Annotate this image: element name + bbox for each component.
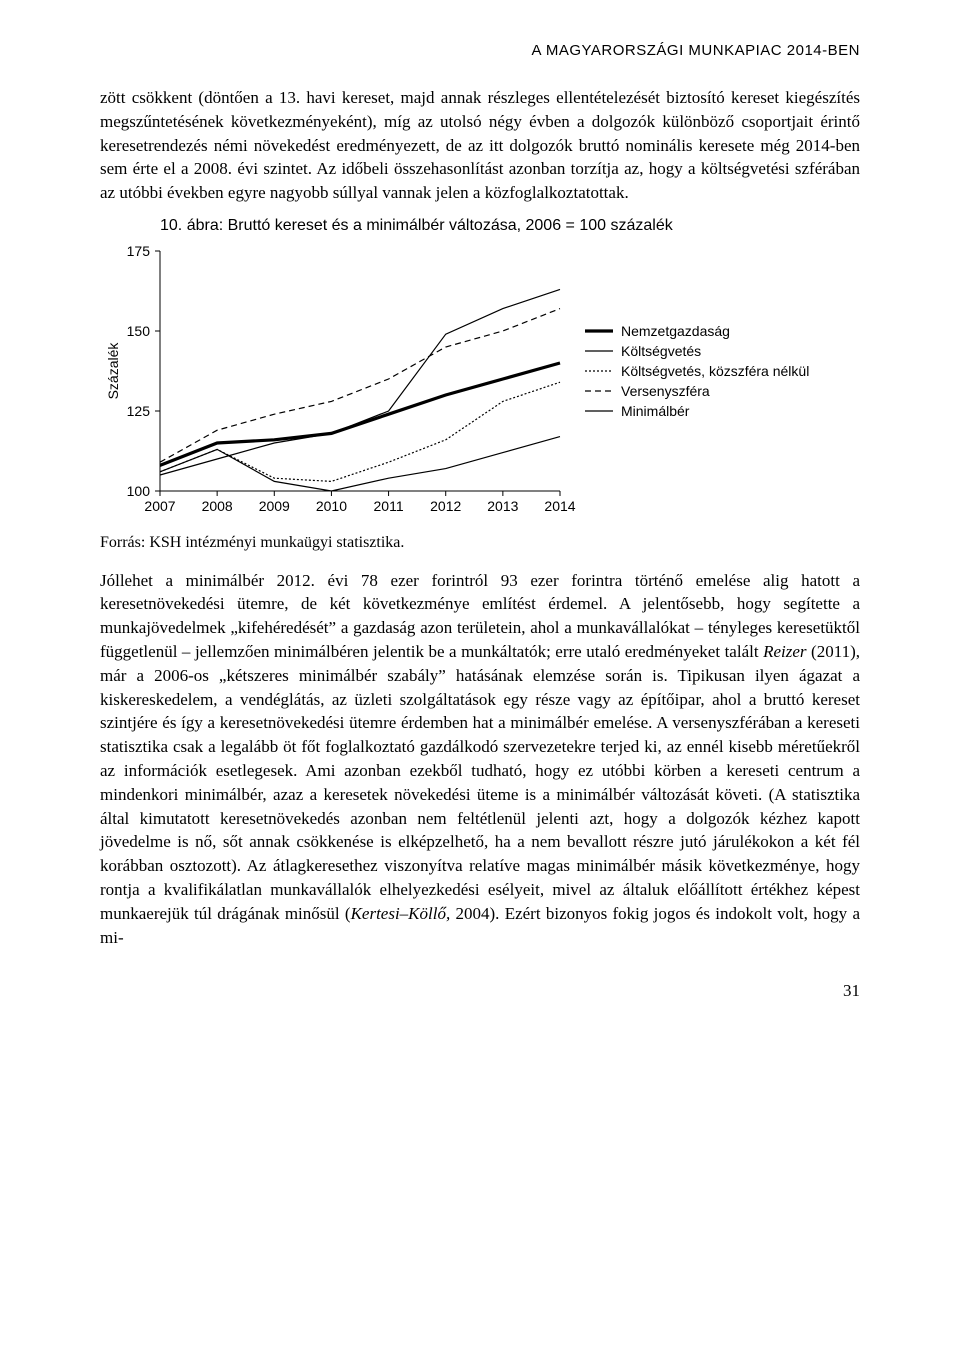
- para2-ref2: Kertesi–Köllő,: [351, 904, 451, 923]
- figure-title: 10. ábra: Bruttó kereset és a minimálbér…: [160, 215, 860, 237]
- svg-text:100: 100: [127, 483, 151, 499]
- svg-text:2012: 2012: [430, 498, 461, 514]
- paragraph-1: zött csökkent (döntően a 13. havi kerese…: [100, 86, 860, 205]
- svg-text:Költségvetés: Költségvetés: [621, 343, 701, 359]
- svg-text:150: 150: [127, 323, 151, 339]
- paragraph-2: Jóllehet a minimálbér 2012. évi 78 ezer …: [100, 569, 860, 950]
- svg-text:Költségvetés, közszféra nélkül: Költségvetés, közszféra nélkül: [621, 363, 809, 379]
- running-header: A MAGYARORSZÁGI MUNKAPIAC 2014-BEN: [100, 40, 860, 61]
- svg-text:2007: 2007: [144, 498, 175, 514]
- svg-text:125: 125: [127, 403, 151, 419]
- svg-text:2011: 2011: [374, 498, 404, 514]
- figure-source: Forrás: KSH intézményi munkaügyi statisz…: [100, 532, 860, 554]
- figure-chart: 100 125 150 175 Százalék 2007 2008 2009 2010 2011…: [100, 241, 860, 528]
- svg-text:2014: 2014: [544, 498, 575, 514]
- svg-text:Minimálbér: Minimálbér: [621, 403, 690, 419]
- para2-part-a: Jóllehet a minimálbér 2012. évi 78 ezer …: [100, 571, 860, 661]
- page-number: 31: [100, 979, 860, 1003]
- svg-text:2010: 2010: [316, 498, 347, 514]
- svg-text:Százalék: Százalék: [105, 342, 121, 400]
- para2-ref1: Reizer: [763, 642, 806, 661]
- svg-text:2008: 2008: [202, 498, 233, 514]
- svg-text:2013: 2013: [487, 498, 518, 514]
- svg-text:175: 175: [127, 243, 151, 259]
- svg-text:2009: 2009: [259, 498, 290, 514]
- svg-text:Versenyszféra: Versenyszféra: [621, 383, 710, 399]
- para2-part-b: (2011), már a 2006-os „kétszeres minimál…: [100, 642, 860, 923]
- line-chart-svg: 100 125 150 175 Százalék 2007 2008 2009 2010 2011…: [100, 241, 860, 521]
- svg-text:Nemzetgazdaság: Nemzetgazdaság: [621, 323, 730, 339]
